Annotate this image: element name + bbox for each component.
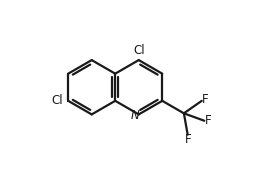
Text: F: F xyxy=(202,93,209,106)
Text: F: F xyxy=(185,133,192,146)
Text: Cl: Cl xyxy=(134,44,145,57)
Text: F: F xyxy=(205,114,211,127)
Text: Cl: Cl xyxy=(52,94,63,107)
Text: N: N xyxy=(130,109,139,122)
